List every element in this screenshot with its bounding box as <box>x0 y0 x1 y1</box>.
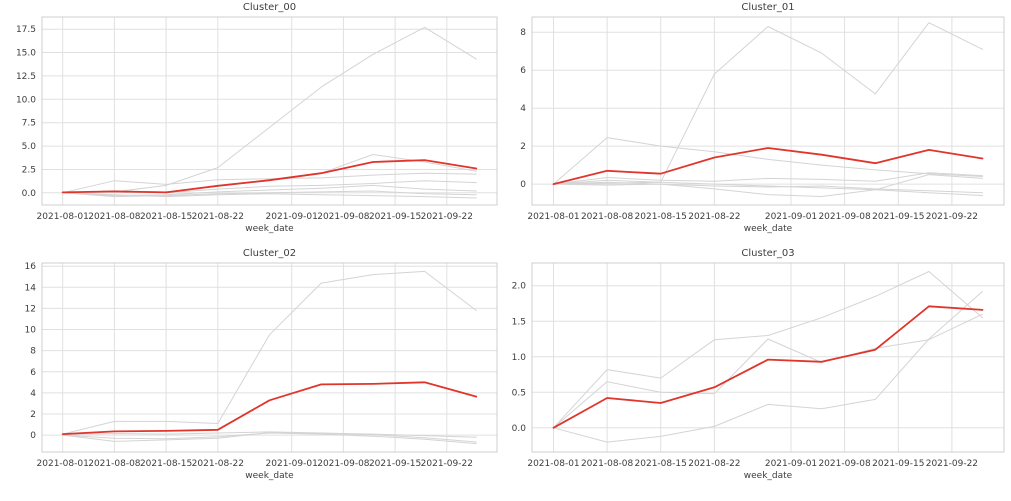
svg-text:2021-09-15: 2021-09-15 <box>369 212 421 222</box>
svg-text:4: 4 <box>520 104 526 114</box>
svg-text:2021-08-08: 2021-08-08 <box>88 212 141 222</box>
subplot-title-cluster-03: Cluster_03 <box>741 248 795 259</box>
svg-text:15.0: 15.0 <box>16 49 36 59</box>
svg-text:2021-09-22: 2021-09-22 <box>421 212 473 222</box>
svg-text:2021-08-08: 2021-08-08 <box>581 459 634 469</box>
subplot-cluster-03: 0.0 0.5 1.0 1.5 2.0 2021-08-01 2021-08-08 2021-… <box>505 248 1011 501</box>
svg-text:2021-09-15: 2021-09-15 <box>369 459 421 469</box>
svg-text:2021-08-01: 2021-08-01 <box>37 212 89 222</box>
svg-text:2: 2 <box>30 410 36 420</box>
svg-text:14: 14 <box>25 283 37 293</box>
svg-text:2021-08-01: 2021-08-01 <box>37 459 89 469</box>
subplot-title-cluster-01: Cluster_01 <box>741 2 795 13</box>
subplot-title-cluster-00: Cluster_00 <box>242 2 297 13</box>
svg-text:0: 0 <box>30 431 36 441</box>
svg-text:2: 2 <box>520 142 526 152</box>
svg-text:2021-09-08: 2021-09-08 <box>317 212 370 222</box>
svg-text:2021-08-15: 2021-08-15 <box>635 459 687 469</box>
svg-text:12: 12 <box>25 304 36 314</box>
svg-text:2.0: 2.0 <box>512 282 527 292</box>
subplot-cluster-01: 0 2 4 6 8 2021-08-01 2021-08-08 2021-08-15 2021-… <box>505 0 1011 250</box>
svg-text:2021-08-08: 2021-08-08 <box>581 212 634 222</box>
svg-text:2021-08-15: 2021-08-15 <box>140 459 192 469</box>
svg-text:7.5: 7.5 <box>22 119 36 129</box>
svg-text:12.5: 12.5 <box>16 72 36 82</box>
subplot-title-cluster-02: Cluster_02 <box>242 248 297 259</box>
subplot-cluster-02: 0 2 4 6 8 10 12 14 16 2021-08-01 2021-08-08 2021-08… <box>0 248 505 501</box>
svg-text:2021-09-08: 2021-09-08 <box>818 212 871 222</box>
x-axis-label-cluster-00: week_date <box>245 224 294 234</box>
svg-text:2021-09-22: 2021-09-22 <box>926 212 978 222</box>
svg-text:16: 16 <box>25 262 37 272</box>
svg-text:2021-08-22: 2021-08-22 <box>192 459 244 469</box>
svg-text:2021-08-15: 2021-08-15 <box>635 212 687 222</box>
svg-text:1.0: 1.0 <box>512 353 527 363</box>
x-axis-label-cluster-03: week_date <box>743 471 793 481</box>
subplot-cluster-00: 0.0 2.5 5.0 7.5 10.0 12.5 15.0 17.5 2021-08-01 20… <box>0 0 505 250</box>
x-axis-label-cluster-01: week_date <box>743 224 793 234</box>
x-axis-label-cluster-02: week_date <box>245 471 294 481</box>
svg-text:6: 6 <box>30 368 36 378</box>
svg-text:2021-08-08: 2021-08-08 <box>88 459 141 469</box>
svg-text:6: 6 <box>520 66 526 76</box>
svg-text:2021-09-15: 2021-09-15 <box>872 212 924 222</box>
svg-text:0.5: 0.5 <box>512 388 526 398</box>
svg-text:2021-09-01: 2021-09-01 <box>765 459 817 469</box>
svg-text:2021-08-01: 2021-08-01 <box>527 459 579 469</box>
svg-text:2021-08-15: 2021-08-15 <box>140 212 192 222</box>
svg-text:2021-08-22: 2021-08-22 <box>192 212 244 222</box>
svg-text:2021-08-01: 2021-08-01 <box>527 212 579 222</box>
svg-text:8: 8 <box>520 28 526 38</box>
svg-text:2.5: 2.5 <box>22 166 36 176</box>
svg-text:4: 4 <box>30 389 36 399</box>
svg-text:2021-08-22: 2021-08-22 <box>688 459 740 469</box>
svg-text:17.5: 17.5 <box>16 25 36 35</box>
svg-text:2021-09-01: 2021-09-01 <box>266 459 318 469</box>
svg-text:2021-09-08: 2021-09-08 <box>818 459 871 469</box>
svg-text:2021-09-01: 2021-09-01 <box>266 212 318 222</box>
svg-text:2021-09-22: 2021-09-22 <box>421 459 473 469</box>
svg-text:10.0: 10.0 <box>16 95 36 105</box>
svg-text:2021-09-22: 2021-09-22 <box>926 459 978 469</box>
svg-text:1.5: 1.5 <box>512 317 526 327</box>
svg-text:0: 0 <box>520 180 526 190</box>
svg-text:2021-08-22: 2021-08-22 <box>688 212 740 222</box>
svg-text:0.0: 0.0 <box>512 424 527 434</box>
svg-text:10: 10 <box>25 326 37 336</box>
svg-text:2021-09-08: 2021-09-08 <box>317 459 370 469</box>
svg-text:2021-09-01: 2021-09-01 <box>765 212 817 222</box>
svg-text:2021-09-15: 2021-09-15 <box>872 459 924 469</box>
svg-text:0.0: 0.0 <box>22 189 37 199</box>
svg-text:8: 8 <box>30 347 36 357</box>
svg-text:5.0: 5.0 <box>22 142 37 152</box>
